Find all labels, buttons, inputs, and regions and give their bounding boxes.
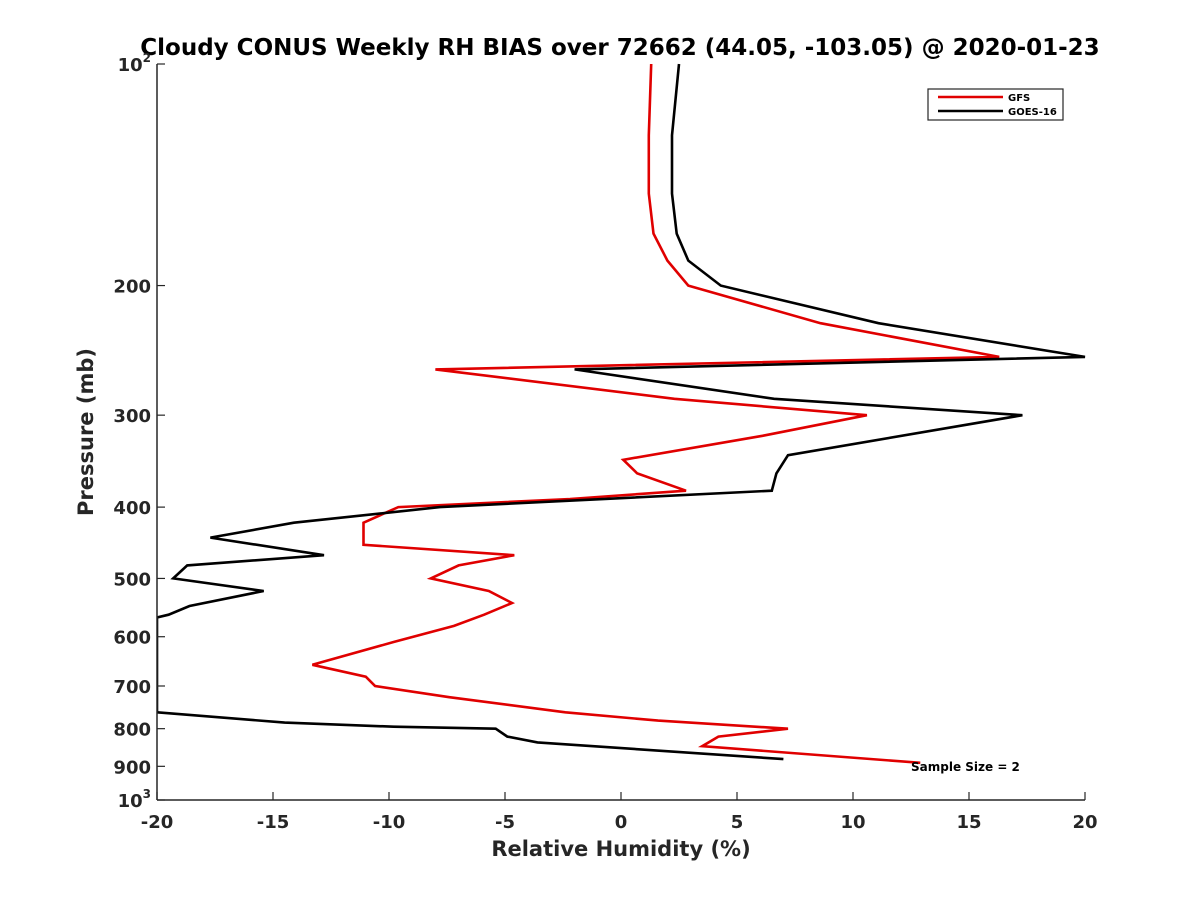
x-ticks: -20 -15 -10 -5 0 5 10 15 20 (141, 792, 1098, 833)
y-tick-label: 103 (118, 787, 151, 812)
y-tick-label: 300 (113, 406, 151, 427)
y-tick-label: 500 (113, 569, 151, 590)
x-tick-label: 10 (840, 812, 865, 833)
x-tick-label: 5 (731, 812, 744, 833)
y-tick-label: 400 (113, 498, 151, 519)
x-tick-label: -10 (373, 812, 406, 833)
y-tick-label: 200 (113, 277, 151, 298)
y-tick-label: 102 (118, 51, 151, 76)
x-tick-label: 15 (956, 812, 981, 833)
y-ticks: 102 200 300 400 500 600 700 800 900 103 (113, 51, 165, 812)
x-tick-label: -15 (257, 812, 290, 833)
y-tick-label: 900 (113, 757, 151, 778)
x-axis-label: Relative Humidity (%) (491, 837, 750, 861)
x-tick-label: -5 (495, 812, 515, 833)
y-tick-label: 600 (113, 628, 151, 649)
series-line-gfs (312, 63, 1000, 765)
x-tick-label: 20 (1072, 812, 1097, 833)
y-axis-label: Pressure (mb) (74, 348, 98, 516)
chart-title: Cloudy CONUS Weekly RH BIAS over 72662 (… (140, 35, 1099, 61)
series-layer (157, 63, 1086, 765)
y-tick-label: 800 (113, 720, 151, 741)
legend-label-goes16: GOES-16 (1008, 107, 1057, 118)
x-tick-label: -20 (141, 812, 174, 833)
legend-label-gfs: GFS (1008, 93, 1030, 104)
legend: GFS GOES-16 (927, 88, 1064, 121)
legend-box (927, 88, 1064, 121)
sample-size-annotation: Sample Size = 2 (911, 760, 1020, 774)
series-line-goes16 (157, 63, 1086, 761)
y-tick-label: 700 (113, 677, 151, 698)
x-tick-label: 0 (615, 812, 628, 833)
